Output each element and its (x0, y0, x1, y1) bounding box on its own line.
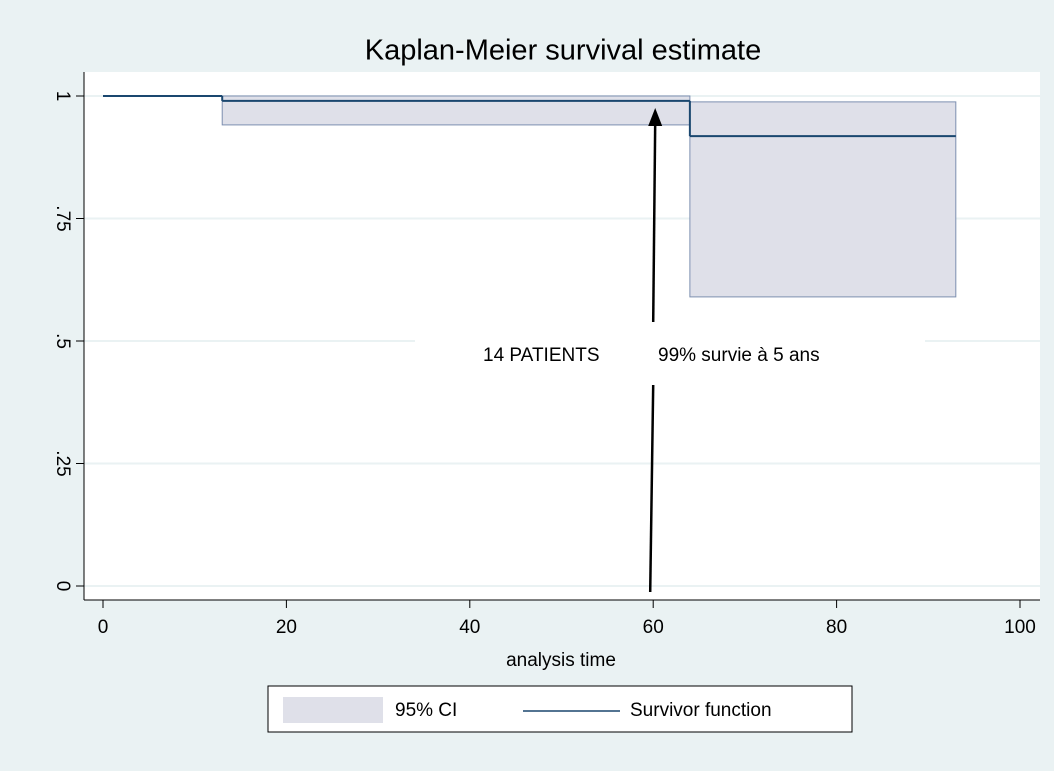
annotation-arrow (648, 384, 655, 593)
annotation-text: 14 PATIENTS (483, 345, 600, 366)
x-tick-label: 60 (643, 617, 664, 638)
x-tick-label: 20 (276, 617, 297, 638)
y-tick-label: 1 (52, 91, 73, 102)
annotation-arrow (651, 121, 657, 323)
chart-title: Kaplan-Meier survival estimate (365, 35, 761, 67)
x-tick-label: 0 (98, 617, 109, 638)
y-tick-label: .75 (52, 205, 73, 231)
legend-label: Survivor function (630, 700, 772, 721)
y-tick-label: .5 (52, 333, 73, 349)
y-tick-label: .25 (52, 450, 73, 476)
x-tick-label: 40 (459, 617, 480, 638)
x-tick-label: 100 (1004, 617, 1036, 638)
y-tick-label: 0 (52, 581, 73, 592)
arrow-head (648, 108, 663, 126)
annotation-text: 99% survie à 5 ans (658, 345, 820, 366)
x-tick-label: 80 (826, 617, 847, 638)
annotation-box (415, 333, 925, 377)
legend-swatch (283, 697, 383, 723)
ci-band (689, 101, 957, 298)
x-axis-label: analysis time (506, 650, 616, 671)
legend-label: 95% CI (395, 700, 457, 721)
